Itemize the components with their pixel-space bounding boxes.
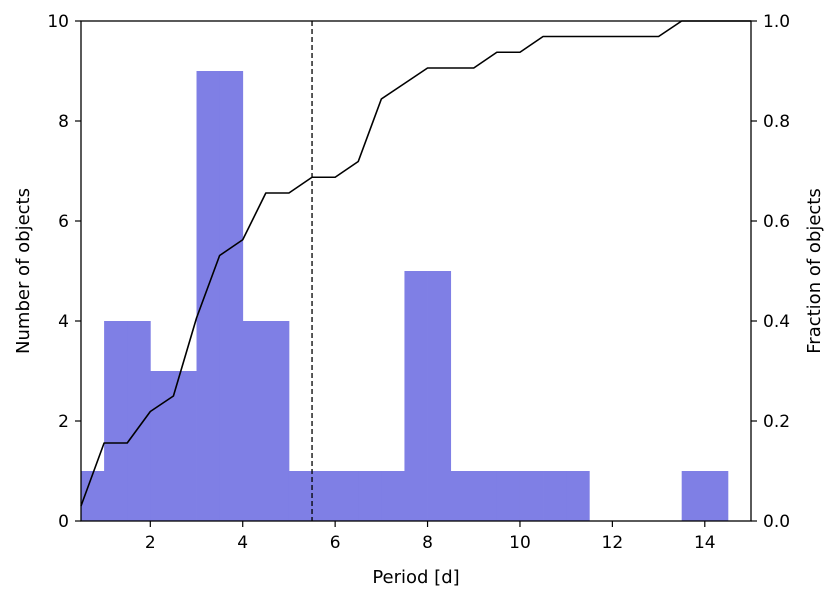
histogram-bar [104,321,128,521]
x-tick-label: 8 [422,533,433,553]
y-axis-ticks: 0 2 4 6 8 10 [47,12,81,532]
cumulative-fraction-line [80,20,751,507]
x-tick-label: 10 [509,533,531,553]
x-tick-label: 4 [237,533,248,553]
histogram-bar [265,321,290,521]
histogram-bar [81,471,105,521]
cumulative-line-group [80,20,751,507]
y-right-tick-label: 0.0 [763,512,790,532]
x-tick-label: 2 [145,533,156,553]
histogram-bar [358,471,382,521]
y-tick-label: 4 [58,312,69,332]
histogram-bar [312,471,336,521]
histogram-bar [496,471,521,521]
histogram-bar [288,471,313,521]
histogram-bar [543,471,567,521]
y-right-axis-ticks: 0.0 0.2 0.4 0.6 0.8 1.0 [751,12,790,532]
histogram-bar [427,271,452,521]
histogram-bar [381,471,405,521]
histogram-bar [450,471,475,521]
histogram-bar [173,371,197,521]
x-tick-label: 6 [330,533,341,553]
x-axis-ticks: 2 4 6 8 10 12 14 [145,521,716,553]
histogram-bar [242,321,267,521]
y-right-axis-label: Fraction of objects [804,188,825,354]
x-tick-label: 12 [602,533,624,553]
histogram-bars [81,71,729,521]
y-right-tick-label: 0.8 [763,112,790,132]
histogram-bar [150,371,174,521]
histogram-bar [681,471,706,521]
y-right-tick-label: 1.0 [763,12,790,32]
y-axis-label: Number of objects [13,188,34,354]
y-right-tick-label: 0.2 [763,412,790,432]
y-tick-label: 2 [58,412,69,432]
histogram-bar [127,321,151,521]
plot-frame [80,20,752,522]
y-tick-label: 8 [58,112,69,132]
y-tick-label: 10 [47,12,69,32]
histogram-bar [196,71,221,521]
histogram-bar [566,471,590,521]
y-right-tick-label: 0.6 [763,212,790,232]
y-tick-label: 0 [58,512,69,532]
x-axis-label: Period [d] [372,567,459,588]
histogram-bar [473,471,498,521]
y-tick-label: 6 [58,212,69,232]
y-right-tick-label: 0.4 [763,312,790,332]
histogram-bar [335,471,359,521]
histogram-bar [404,271,428,521]
histogram-bar [219,71,244,521]
histogram-bar [704,471,729,521]
histogram-bar [519,471,544,521]
x-tick-label: 14 [694,533,716,553]
